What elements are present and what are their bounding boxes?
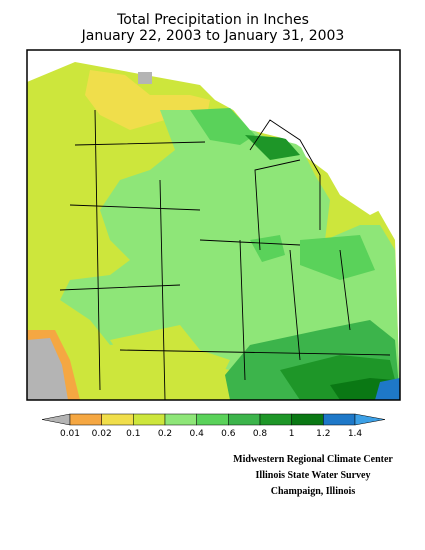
legend-swatch — [101, 413, 134, 426]
legend-swatch — [69, 413, 102, 426]
legend-high-triangle — [354, 413, 386, 426]
credits: Midwestern Regional Climate Center Illino… — [233, 454, 393, 497]
legend-label: 1.4 — [348, 429, 363, 439]
title-line-2: January 22, 2003 to January 31, 2003 — [81, 28, 345, 44]
legend: 0.01 0.02 0.1 0.2 0.4 0.6 0.8 1 1.2 1.4 — [41, 413, 386, 439]
legend-label: 0.02 — [92, 429, 112, 439]
legend-label: 1.2 — [316, 429, 330, 439]
legend-swatch — [291, 413, 324, 426]
legend-swatch — [133, 413, 166, 426]
legend-swatch — [164, 413, 197, 426]
legend-label: 0.1 — [126, 429, 140, 439]
map-frame — [26, 49, 401, 401]
legend-label: 0.01 — [60, 429, 80, 439]
legend-label: 1 — [289, 429, 295, 439]
title-line-1: Total Precipitation in Inches — [116, 12, 309, 28]
credit-line: Illinois State Water Survey — [256, 470, 371, 481]
legend-label: 0.4 — [190, 429, 205, 439]
legend-swatch — [228, 413, 261, 426]
precipitation-map — [27, 50, 400, 400]
credit-line: Midwestern Regional Climate Center — [233, 454, 393, 465]
credit-line: Champaign, Illinois — [271, 486, 356, 497]
legend-swatch — [259, 413, 292, 426]
legend-label: 0.2 — [158, 429, 172, 439]
legend-swatch — [196, 413, 229, 426]
legend-label: 0.8 — [253, 429, 268, 439]
legend-swatch — [323, 413, 356, 426]
legend-low-triangle — [41, 413, 71, 426]
legend-label: 0.6 — [221, 429, 236, 439]
